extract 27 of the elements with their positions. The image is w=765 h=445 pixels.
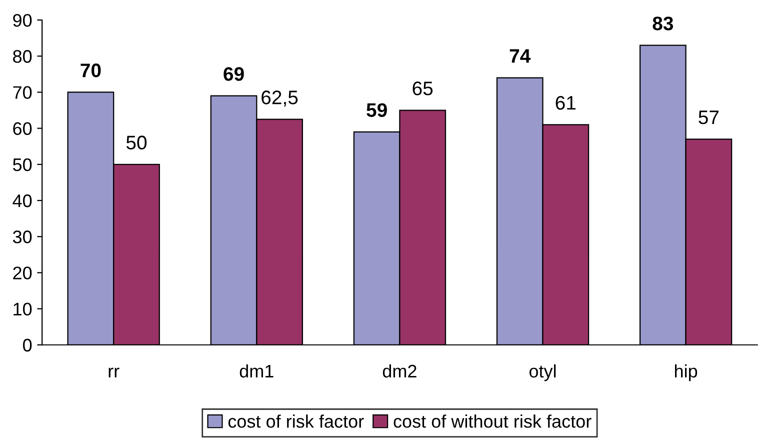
x-tick-label: dm1 xyxy=(240,364,274,378)
data-label: 59 xyxy=(366,103,387,117)
y-tick-label: 40 xyxy=(12,194,32,208)
y-tick-label: 50 xyxy=(12,158,32,172)
data-label: 57 xyxy=(698,110,719,124)
legend-label: cost of risk factor xyxy=(228,414,364,428)
x-tick-label: hip xyxy=(675,364,698,382)
y-tick-label: 90 xyxy=(13,14,32,27)
x-tick-label: rr xyxy=(108,368,120,378)
y-tick-label: 10 xyxy=(14,302,32,316)
data-label: 74 xyxy=(510,49,531,63)
data-label: 69 xyxy=(224,67,244,81)
y-tick-label: 60 xyxy=(13,122,32,136)
data-label: 62,5 xyxy=(262,90,298,107)
data-label: 61 xyxy=(556,96,576,110)
data-label: 65 xyxy=(412,82,433,96)
x-tick-label: otyl xyxy=(529,364,556,382)
y-tick-label: 70 xyxy=(13,86,32,99)
y-tick-label: 30 xyxy=(12,230,32,244)
data-label: 70 xyxy=(80,63,101,78)
data-label: 83 xyxy=(652,16,674,30)
x-tick-label: dm2 xyxy=(382,364,416,378)
y-tick-label: 20 xyxy=(13,266,32,280)
legend-label: cost of without risk factor xyxy=(394,414,592,428)
y-tick-label: 0 xyxy=(23,338,32,352)
y-tick-label: 80 xyxy=(13,50,32,63)
data-label: 50 xyxy=(126,136,147,150)
